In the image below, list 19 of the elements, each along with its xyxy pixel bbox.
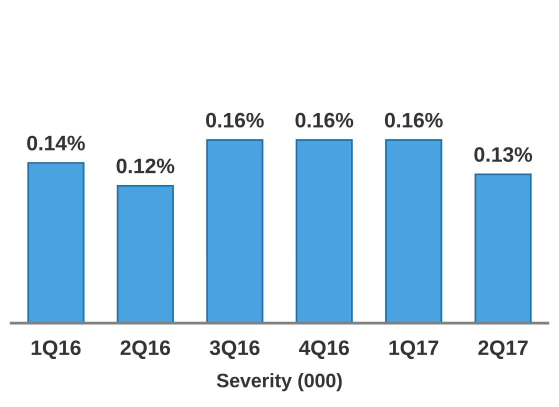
bar bbox=[296, 139, 353, 324]
bar bbox=[27, 162, 84, 324]
data-label: 0.14% bbox=[27, 136, 85, 150]
data-label: 0.16% bbox=[206, 112, 264, 128]
x-tick-label: 1Q17 bbox=[389, 340, 438, 360]
x-tick-label: 2Q16 bbox=[120, 340, 170, 360]
x-tick-label: 4Q16 bbox=[299, 340, 349, 360]
data-label: 0.13% bbox=[474, 147, 532, 162]
bar bbox=[206, 139, 264, 324]
x-tick-label: 1Q16 bbox=[32, 340, 81, 360]
bar bbox=[116, 184, 174, 324]
data-label: 0.16% bbox=[384, 112, 443, 128]
x-axis-title: Severity (000) bbox=[216, 373, 342, 392]
data-label: 0.12% bbox=[116, 158, 174, 174]
bar bbox=[474, 174, 532, 324]
bar bbox=[385, 139, 442, 324]
x-tick-label: 2Q17 bbox=[478, 340, 528, 360]
data-label: 0.16% bbox=[296, 112, 354, 128]
x-tick-label: 3Q16 bbox=[210, 340, 260, 360]
